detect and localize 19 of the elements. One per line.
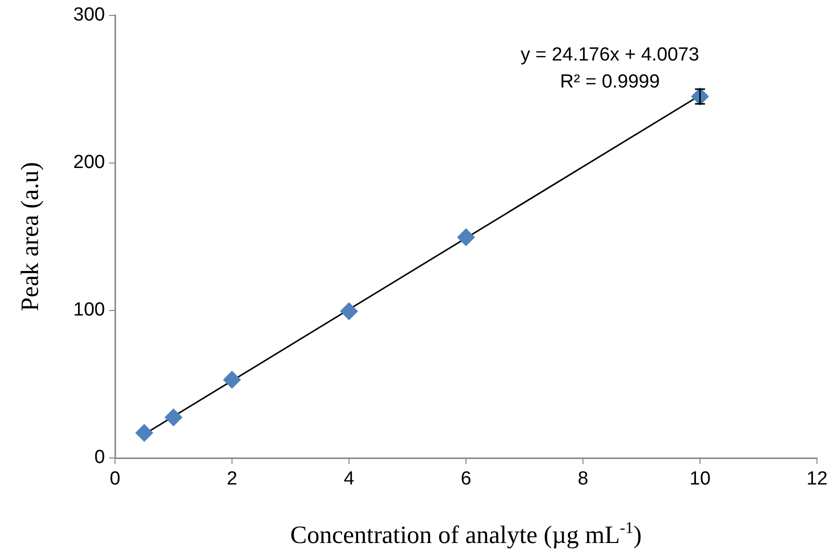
x-tick-label: 2 [226,468,238,490]
point [135,424,154,442]
point [457,228,475,246]
point [340,302,358,320]
y-tick-label: 0 [94,447,105,468]
x-tick-label: 8 [578,468,588,490]
x-tick-label: 0 [110,468,120,490]
x-tick-label: 10 [689,468,711,490]
y-axis-title: Peak area (a.u) [17,162,44,312]
y-tick-label: 200 [73,152,105,174]
x-tick-label: 12 [806,468,828,490]
x-tick-label: 6 [460,468,472,490]
y-tick-label: 300 [73,4,105,26]
annotation: R² = 0.9999 [560,71,660,92]
annotation: y = 24.176x + 4.0073 [520,44,700,66]
x-tick-label: 4 [344,468,355,490]
point [164,408,182,426]
y-tick-label: 100 [73,300,105,321]
point [223,370,241,389]
